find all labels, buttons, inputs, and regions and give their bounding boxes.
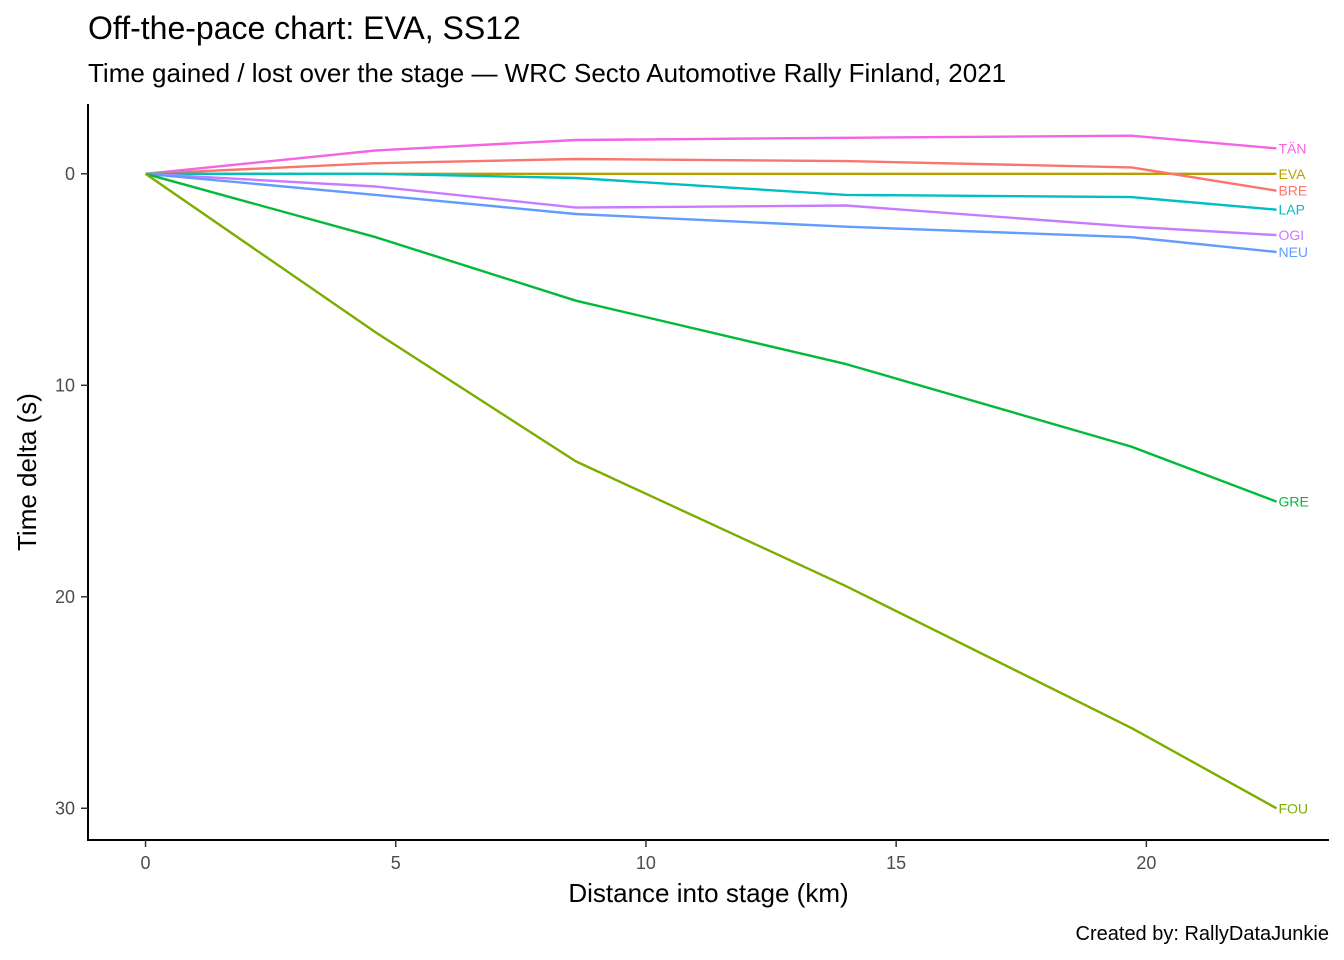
- x-tick-label: 0: [141, 853, 151, 873]
- series-line-bre: [145, 157, 1277, 192]
- y-tick-label: 0: [65, 164, 75, 184]
- series-line-neu: [145, 172, 1277, 254]
- series-line-tän: [145, 134, 1277, 175]
- x-tick-label: 15: [886, 853, 906, 873]
- x-tick-label: 10: [636, 853, 656, 873]
- y-axis-title: Time delta (s): [12, 393, 42, 551]
- series-line-ogi: [145, 172, 1277, 237]
- series-line-gre: [145, 172, 1277, 503]
- x-tick-label: 5: [391, 853, 401, 873]
- series-layer: [144, 134, 1278, 810]
- axes: [87, 104, 1329, 841]
- series-line-lap: [145, 172, 1277, 211]
- series-label: EVA: [1278, 166, 1306, 182]
- series-label: NEU: [1278, 244, 1308, 260]
- ticks: 0 5 10 15 20 0 10 20 30: [55, 164, 1156, 873]
- x-axis-title: Distance into stage (km): [568, 878, 848, 908]
- y-tick-label: 30: [55, 798, 75, 818]
- chart-title: Off-the-pace chart: EVA, SS12: [88, 10, 521, 46]
- chart-caption: Created by: RallyDataJunkie: [1075, 923, 1329, 945]
- x-tick-label: 20: [1136, 853, 1156, 873]
- series-label: BRE: [1278, 183, 1307, 199]
- series-label: TÄN: [1278, 140, 1306, 156]
- y-tick-label: 20: [55, 587, 75, 607]
- series-line-fou: [144, 172, 1278, 810]
- series-label: FOU: [1278, 800, 1308, 816]
- chart-subtitle: Time gained / lost over the stage — WRC …: [88, 58, 1007, 88]
- series-label: LAP: [1278, 202, 1304, 218]
- series-label: OGI: [1278, 227, 1304, 243]
- y-tick-label: 10: [55, 375, 75, 395]
- series-label: GRE: [1278, 494, 1308, 510]
